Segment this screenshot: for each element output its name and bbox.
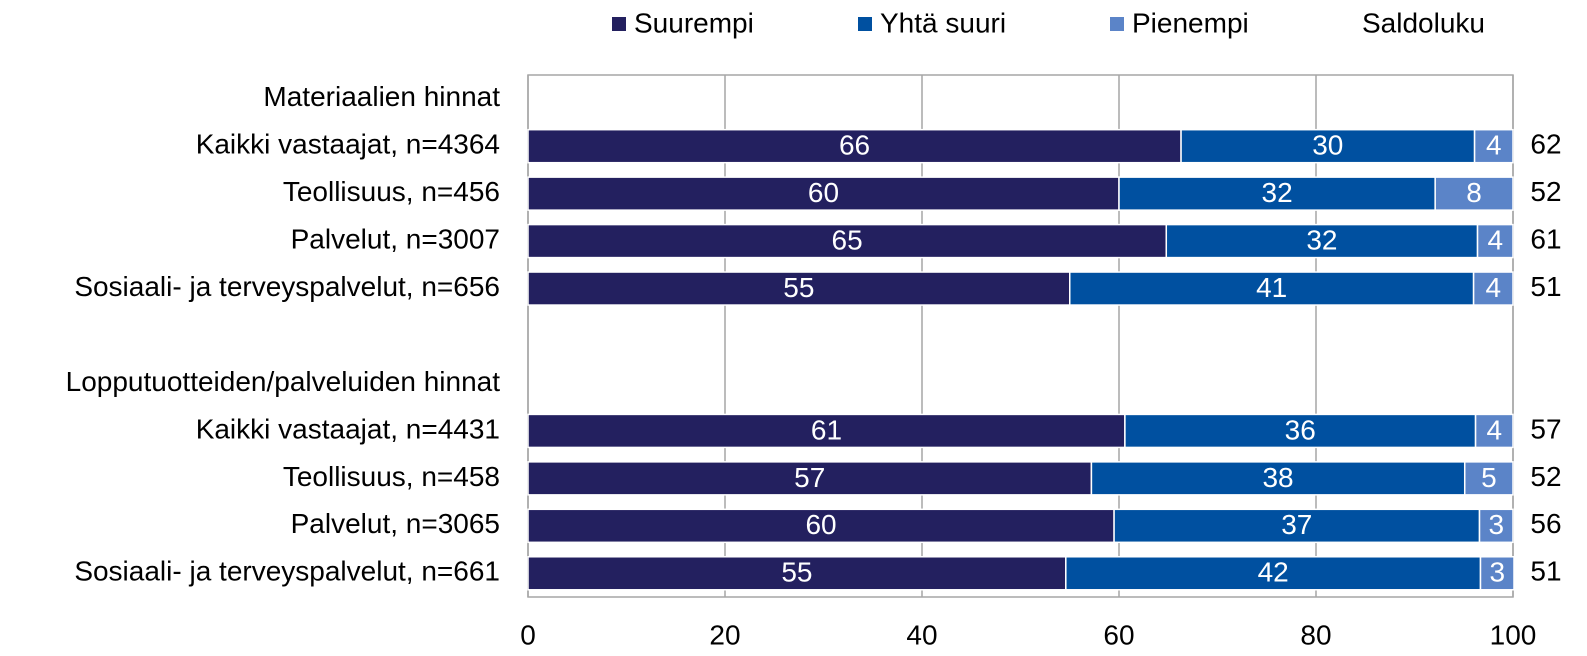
bar-segment — [1434, 176, 1514, 211]
bar-segment — [527, 556, 1067, 591]
bar-segment — [1473, 128, 1514, 164]
data-label: 4 — [1486, 272, 1502, 303]
y-tick-label: Sosiaali- ja terveyspalvelut, n=656 — [74, 271, 500, 302]
balance-label: 56 — [1530, 508, 1561, 539]
bar-segment — [1479, 556, 1515, 591]
y-tick-label: Palvelut, n=3065 — [291, 508, 500, 539]
legend-marker — [1110, 17, 1124, 31]
data-label: 32 — [1306, 224, 1337, 255]
y-tick-label: Lopputuotteiden/palveluiden hinnat — [66, 366, 501, 397]
bar-segment — [1474, 413, 1514, 449]
data-label: 66 — [839, 130, 870, 161]
data-label: 41 — [1256, 272, 1287, 303]
legend-marker — [612, 17, 626, 31]
data-label: 55 — [783, 272, 814, 303]
legend-label: Yhtä suuri — [880, 7, 1006, 38]
bar-segment — [527, 176, 1120, 211]
y-tick-label: Teollisuus, n=458 — [283, 461, 500, 492]
bar-segment — [1463, 461, 1514, 496]
data-label: 42 — [1258, 557, 1289, 588]
x-tick-label: 80 — [1300, 619, 1331, 650]
bar-segment — [1118, 176, 1436, 211]
bar-segment — [1065, 556, 1482, 591]
data-label: 60 — [805, 509, 836, 540]
x-tick-label: 60 — [1103, 619, 1134, 650]
balance-label: 57 — [1530, 413, 1561, 444]
bar-segment — [1180, 128, 1476, 164]
x-tick-label: 0 — [520, 619, 536, 650]
data-label: 30 — [1312, 130, 1343, 161]
data-label: 55 — [781, 557, 812, 588]
data-label: 57 — [794, 462, 825, 493]
bar-segment — [527, 271, 1071, 306]
data-label: 61 — [811, 414, 842, 445]
bar-segment — [1165, 223, 1479, 259]
y-tick-label: Kaikki vastaajat, n=4431 — [196, 413, 500, 444]
data-label: 32 — [1262, 177, 1293, 208]
balance-label: 51 — [1530, 556, 1561, 587]
bar-segment — [527, 461, 1093, 496]
bar-segment — [1090, 461, 1466, 496]
data-label: 3 — [1488, 509, 1504, 540]
balance-label: 51 — [1530, 271, 1561, 302]
balance-label: 62 — [1530, 129, 1561, 160]
x-tick-label: 40 — [906, 619, 937, 650]
bar-segment — [1472, 271, 1514, 306]
y-tick-label: Kaikki vastaajat, n=4364 — [196, 129, 500, 160]
data-label: 60 — [808, 177, 839, 208]
data-label: 37 — [1281, 509, 1312, 540]
x-tick-label: 20 — [709, 619, 740, 650]
data-label: 3 — [1489, 557, 1505, 588]
bar-segment — [1476, 223, 1514, 259]
balance-label: 52 — [1530, 461, 1561, 492]
x-tick-label: 100 — [1490, 619, 1537, 650]
plot-frame — [527, 74, 1514, 598]
y-tick-label: Teollisuus, n=456 — [283, 176, 500, 207]
legend-marker — [858, 17, 872, 31]
bar-segment — [527, 413, 1126, 449]
data-label: 4 — [1486, 414, 1502, 445]
data-label: 36 — [1285, 414, 1316, 445]
balance-label: 52 — [1530, 176, 1561, 207]
bar-segment — [1124, 413, 1477, 449]
data-label: 4 — [1486, 130, 1502, 161]
data-label: 8 — [1466, 177, 1482, 208]
y-tick-label: Sosiaali- ja terveyspalvelut, n=661 — [74, 556, 500, 587]
y-tick-label: Materiaalien hinnat — [263, 81, 500, 112]
legend-label: Saldoluku — [1362, 7, 1485, 38]
bar-segment — [1478, 508, 1514, 544]
bar-segment — [1069, 271, 1475, 306]
bar-segment — [527, 128, 1182, 164]
balance-label: 61 — [1530, 223, 1561, 254]
y-tick-label: Palvelut, n=3007 — [291, 223, 500, 254]
bar-segment — [527, 223, 1168, 259]
data-label: 5 — [1481, 462, 1497, 493]
bar-segment — [1113, 508, 1481, 544]
data-label: 65 — [832, 224, 863, 255]
data-label: 38 — [1262, 462, 1293, 493]
legend-label: Suurempi — [634, 7, 754, 38]
legend-label: Pienempi — [1132, 7, 1249, 38]
data-label: 4 — [1487, 224, 1503, 255]
